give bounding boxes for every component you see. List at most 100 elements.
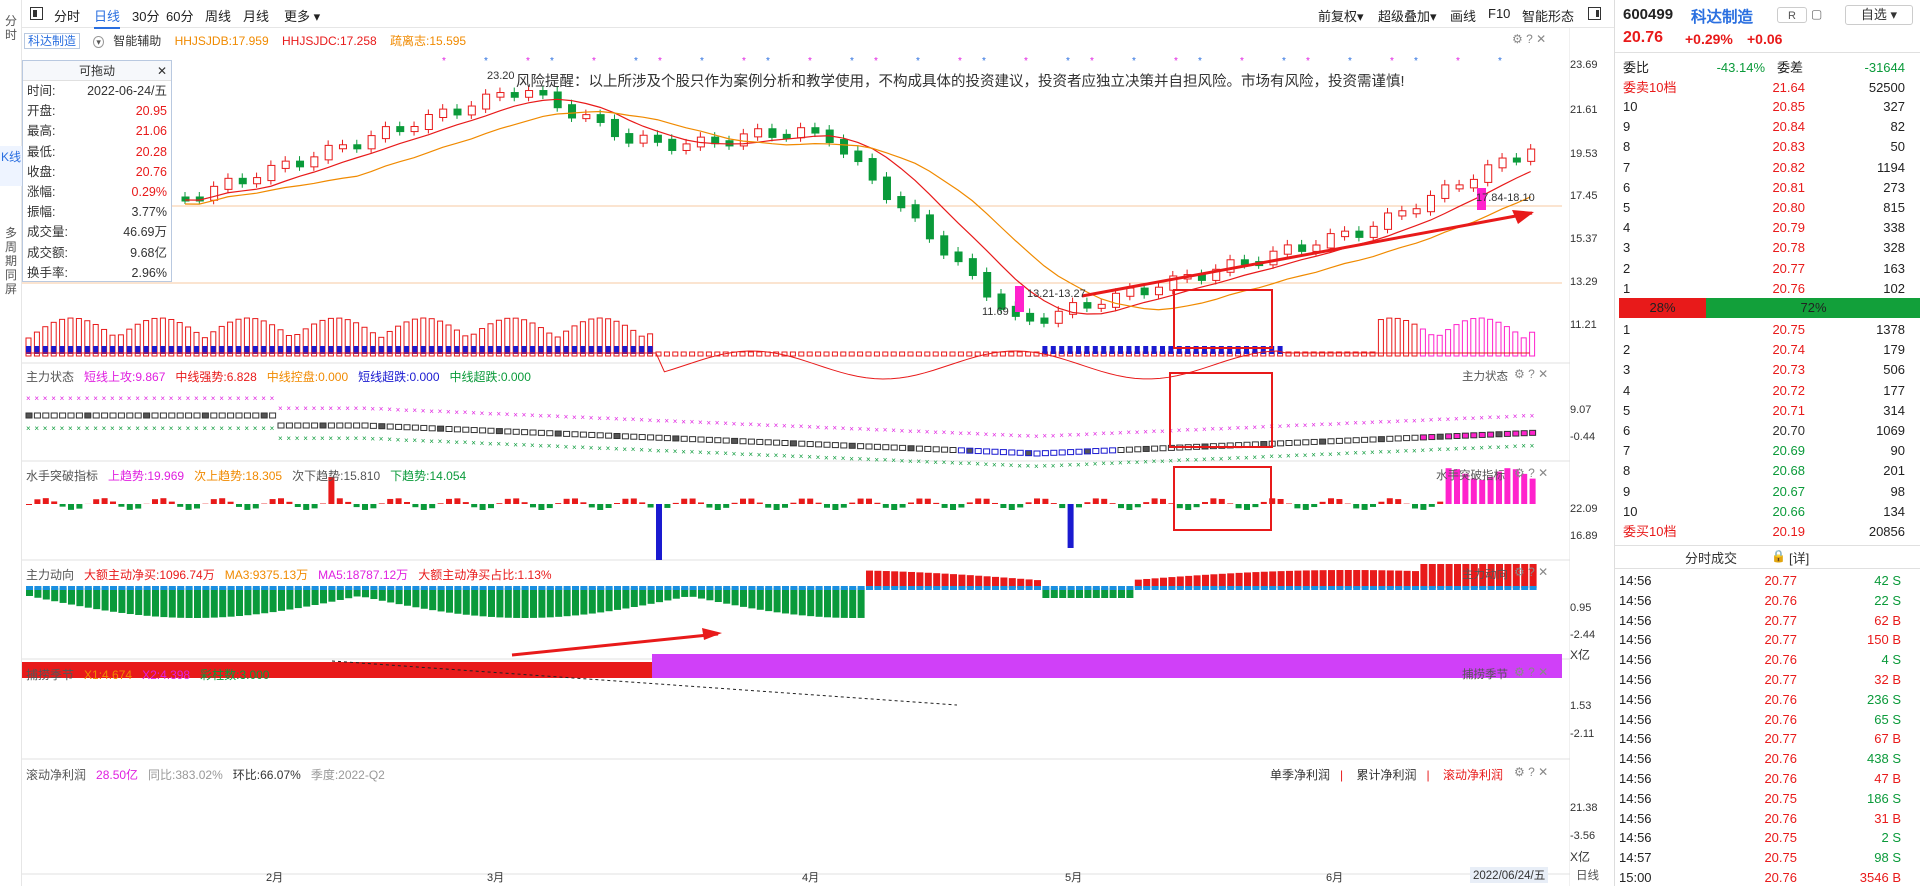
- smart-pattern-button[interactable]: 智能形态: [1522, 9, 1575, 24]
- season-bar: [177, 588, 185, 618]
- season-bar: [336, 588, 344, 600]
- sailor-marker: ×: [816, 423, 821, 432]
- tab-timeshare[interactable]: 分时: [4, 14, 17, 42]
- flow-bar: [320, 503, 326, 504]
- season-bar: [1370, 570, 1377, 588]
- flow-bar: [975, 498, 982, 504]
- period-daily[interactable]: 日线: [94, 6, 121, 29]
- panel-corner-title: 主力动向: [1462, 569, 1508, 581]
- season-color-bar: [152, 586, 159, 590]
- kline-chart[interactable]: * * * * * * * * * * * * * * * * * * * * * * * * * * * * * *××××××××××…: [22, 28, 1570, 886]
- trade-row: 14:56 20.76 31 B: [1615, 809, 1920, 829]
- settings-icon[interactable]: ⚙: [1514, 466, 1525, 480]
- season-bar: [1512, 564, 1520, 588]
- season-color-bar: [782, 586, 789, 590]
- settings-icon[interactable]: ⚙: [1514, 565, 1525, 579]
- state-bar: [530, 346, 535, 354]
- info-row: 最高: 21.06: [23, 121, 171, 141]
- season-bar: [59, 588, 67, 603]
- season-color-bar: [1512, 586, 1520, 590]
- sailor-bar: [1125, 446, 1133, 453]
- settings-icon[interactable]: ⚙: [1512, 32, 1523, 46]
- smart-assist[interactable]: 智能辅助: [113, 34, 162, 48]
- bid-row: 7 20.69 90: [1615, 441, 1920, 461]
- period-more[interactable]: 更多 ▾: [284, 9, 321, 24]
- sailor-bar: [588, 431, 596, 438]
- sailor-marker: ×: [1429, 446, 1434, 455]
- settings-icon[interactable]: ⚙: [1514, 765, 1525, 779]
- settings-icon[interactable]: ⚙: [1514, 665, 1525, 679]
- period-monthly[interactable]: 月线: [243, 9, 270, 24]
- overlay-menu[interactable]: 超级叠加▾: [1378, 9, 1437, 24]
- info-row: 最低: 20.28: [23, 142, 171, 162]
- close-icon[interactable]: ✕: [1538, 466, 1549, 480]
- period-30min[interactable]: 30分: [132, 9, 160, 24]
- signal-marker: *: [1498, 56, 1502, 67]
- tab-quarter-profit[interactable]: 单季净利润: [1270, 768, 1331, 782]
- season-color-bar: [202, 586, 210, 590]
- sailor-bar: [966, 447, 974, 454]
- favorite-button[interactable]: 自选 ▾: [1845, 5, 1913, 25]
- sailor-bar: [705, 436, 713, 443]
- alert-icon[interactable]: ▢: [1811, 7, 1823, 21]
- sailor-bar: [831, 442, 839, 449]
- close-icon[interactable]: ✕: [1538, 665, 1549, 679]
- lock-icon[interactable]: 🔒: [1771, 549, 1786, 563]
- trade-time: 14:56: [1619, 711, 1652, 727]
- season-color-bar: [740, 586, 747, 590]
- state-bar: [555, 346, 561, 354]
- sailor-marker: ×: [463, 408, 468, 417]
- period-timeshare[interactable]: 分时: [54, 9, 81, 24]
- settings-icon[interactable]: ⚙: [1514, 367, 1525, 381]
- help-icon[interactable]: ?: [1528, 765, 1535, 779]
- adjust-menu[interactable]: 前复权▾: [1318, 9, 1364, 24]
- state-bar: [1520, 337, 1527, 357]
- tab-kline[interactable]: K线: [0, 146, 22, 186]
- draw-line-button[interactable]: 画线: [1450, 9, 1477, 24]
- close-icon[interactable]: ✕: [1536, 32, 1547, 46]
- buy-ratio-bar: 72%: [1706, 298, 1920, 318]
- sailor-marker: ×: [664, 417, 669, 426]
- state-bar: [336, 346, 342, 354]
- help-icon[interactable]: ?: [1528, 466, 1535, 480]
- period-60min[interactable]: 60分: [166, 9, 194, 24]
- trade-time: 15:00: [1619, 870, 1652, 885]
- season-bar: [924, 572, 932, 588]
- axis-tick: -3.56: [1570, 830, 1596, 842]
- candle: [525, 90, 534, 98]
- sailor-bar: [1319, 438, 1327, 445]
- stock-name-tag[interactable]: 科达制造: [24, 33, 81, 49]
- date-mode[interactable]: 日线: [1576, 870, 1599, 882]
- trades-detail-link[interactable]: [详]: [1789, 551, 1810, 566]
- tab-multi-period[interactable]: 多周期同屏: [4, 226, 17, 296]
- candle-info-box[interactable]: 可拖动 ✕ 时间: 2022-06-24/五 开盘: 20.95 最高: 21.06 最低: 2…: [22, 60, 172, 282]
- flow-bar: [513, 498, 520, 504]
- sailor-marker: ×: [236, 394, 241, 403]
- close-icon[interactable]: ✕: [1538, 565, 1549, 579]
- season-color-bar: [1403, 586, 1411, 590]
- panel-toggle-icon[interactable]: [1588, 7, 1601, 20]
- help-icon[interactable]: ?: [1526, 32, 1533, 46]
- help-icon[interactable]: ?: [1528, 565, 1535, 579]
- chevron-down-icon[interactable]: ▾: [93, 36, 104, 48]
- help-icon[interactable]: ?: [1528, 367, 1535, 381]
- tab-rolling-profit[interactable]: 滚动净利润: [1442, 768, 1503, 782]
- sailor-bar: [453, 426, 461, 433]
- sailor-bar: [1394, 435, 1402, 442]
- close-icon[interactable]: ✕: [156, 64, 167, 78]
- help-icon[interactable]: ?: [1528, 665, 1535, 679]
- season-bar: [160, 588, 168, 618]
- tab-cumulative-profit[interactable]: 累计净利润: [1356, 768, 1417, 782]
- close-icon[interactable]: ✕: [1538, 765, 1549, 779]
- sailor-marker: ×: [984, 460, 989, 469]
- sailor-bar: [1495, 431, 1503, 438]
- sailor-bar: [1419, 434, 1427, 441]
- sailor-marker: ×: [900, 426, 905, 435]
- r-button[interactable]: R: [1777, 7, 1807, 23]
- close-icon[interactable]: ✕: [1538, 367, 1549, 381]
- f10-button[interactable]: F10: [1488, 6, 1511, 21]
- layout-toggle-icon[interactable]: [30, 7, 43, 20]
- period-weekly[interactable]: 周线: [205, 9, 232, 24]
- sailor-bar: [1008, 449, 1016, 456]
- state-bar: [294, 334, 301, 357]
